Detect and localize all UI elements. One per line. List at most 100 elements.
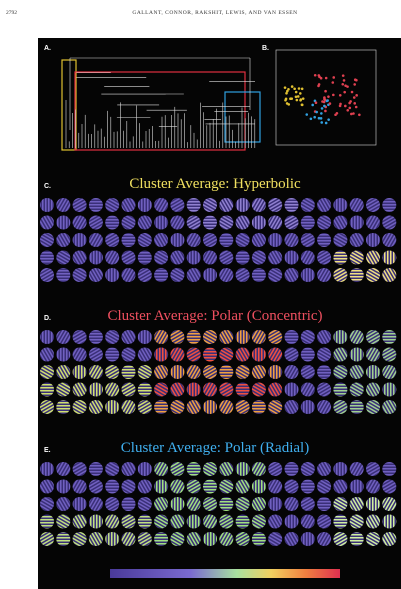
stimulus bbox=[382, 497, 397, 511]
stimulus bbox=[333, 382, 348, 397]
stimulus bbox=[300, 330, 315, 344]
stimulus bbox=[203, 514, 217, 529]
stimulus bbox=[333, 233, 348, 247]
scatter-point bbox=[328, 102, 332, 105]
scatter-plot bbox=[283, 73, 361, 125]
stimulus bbox=[154, 462, 169, 476]
stimulus bbox=[268, 479, 283, 494]
stimulus bbox=[300, 215, 315, 230]
stimulus bbox=[88, 532, 103, 546]
stimulus bbox=[284, 532, 299, 546]
scatter-point bbox=[284, 97, 288, 101]
stimulus bbox=[284, 330, 299, 344]
stimulus bbox=[105, 365, 120, 379]
stimulus bbox=[154, 400, 169, 414]
stimulus bbox=[251, 215, 266, 230]
stimulus bbox=[154, 198, 169, 212]
stimulus bbox=[317, 400, 332, 414]
stimulus bbox=[56, 268, 71, 282]
stimulus bbox=[317, 268, 332, 282]
stimulus bbox=[300, 532, 315, 546]
scatter-point bbox=[315, 110, 318, 114]
stimulus bbox=[382, 365, 397, 379]
stimulus bbox=[366, 514, 380, 529]
stimulus bbox=[72, 497, 87, 511]
stimulus bbox=[382, 268, 397, 282]
stimulus bbox=[154, 479, 169, 494]
stimulus bbox=[40, 462, 54, 476]
stimulus bbox=[154, 268, 169, 282]
scatter-point bbox=[305, 113, 309, 116]
stimulus bbox=[219, 365, 234, 379]
stimulus bbox=[88, 400, 103, 414]
scatter-point bbox=[353, 102, 357, 105]
stimulus bbox=[219, 382, 234, 397]
stimulus bbox=[121, 462, 136, 476]
stimulus bbox=[349, 532, 364, 546]
stimulus bbox=[284, 250, 299, 265]
stimulus bbox=[333, 462, 348, 476]
stimulus bbox=[121, 400, 136, 414]
stimulus bbox=[317, 532, 332, 546]
stimulus bbox=[88, 497, 103, 511]
stimulus bbox=[382, 532, 397, 546]
stimulus bbox=[349, 215, 364, 230]
scatter-point bbox=[348, 106, 352, 110]
stimulus bbox=[219, 400, 234, 414]
scatter-point bbox=[285, 91, 288, 95]
stimulus bbox=[268, 250, 283, 265]
stimulus bbox=[203, 330, 217, 344]
stimulus bbox=[88, 268, 103, 282]
stimulus bbox=[382, 233, 397, 247]
stimulus bbox=[56, 479, 71, 494]
stimulus bbox=[251, 330, 266, 344]
scatter-point bbox=[344, 104, 347, 108]
stimulus bbox=[382, 382, 397, 397]
stimulus bbox=[268, 330, 283, 344]
panel-title: Cluster Average: Polar (Concentric) bbox=[107, 308, 322, 324]
scatter-point bbox=[339, 102, 342, 106]
stimulus bbox=[137, 479, 152, 494]
stimulus bbox=[366, 330, 380, 344]
scatter-point bbox=[323, 98, 327, 102]
stimulus bbox=[235, 514, 250, 529]
stimulus bbox=[300, 198, 315, 212]
stimulus bbox=[366, 250, 380, 265]
stimulus bbox=[137, 215, 152, 230]
stimulus bbox=[72, 347, 87, 362]
stimulus bbox=[251, 233, 266, 247]
stimulus bbox=[154, 215, 169, 230]
stimulus bbox=[333, 479, 348, 494]
stimulus bbox=[121, 198, 136, 212]
stimulus bbox=[72, 198, 87, 212]
stimulus bbox=[317, 250, 332, 265]
scatter-point bbox=[338, 93, 342, 97]
panel-label: E. bbox=[44, 447, 51, 454]
stimulus bbox=[40, 250, 54, 265]
stimulus bbox=[284, 497, 299, 511]
stimulus bbox=[88, 347, 103, 362]
stimulus bbox=[154, 347, 169, 362]
stimulus bbox=[105, 532, 120, 546]
stimulus bbox=[317, 233, 332, 247]
stimulus bbox=[121, 233, 136, 247]
stimulus bbox=[203, 532, 217, 546]
stimulus bbox=[137, 347, 152, 362]
cluster-box bbox=[61, 59, 77, 151]
stimulus bbox=[382, 198, 397, 212]
scatter-point bbox=[346, 108, 350, 112]
stimulus bbox=[105, 268, 120, 282]
stimulus bbox=[284, 479, 299, 494]
scatter-point bbox=[324, 121, 328, 125]
stimulus bbox=[170, 233, 185, 247]
stimulus bbox=[121, 497, 136, 511]
running-head: GALLANT, CONNOR, RAKSHIT, LEWIS, AND VAN… bbox=[132, 10, 297, 16]
stimulus bbox=[235, 250, 250, 265]
stimulus bbox=[72, 250, 87, 265]
scatter-point bbox=[309, 117, 313, 121]
scatter-point bbox=[352, 112, 355, 115]
stimulus bbox=[154, 382, 169, 397]
stimulus bbox=[284, 514, 299, 529]
stimulus bbox=[40, 233, 54, 247]
stimulus bbox=[186, 497, 201, 511]
